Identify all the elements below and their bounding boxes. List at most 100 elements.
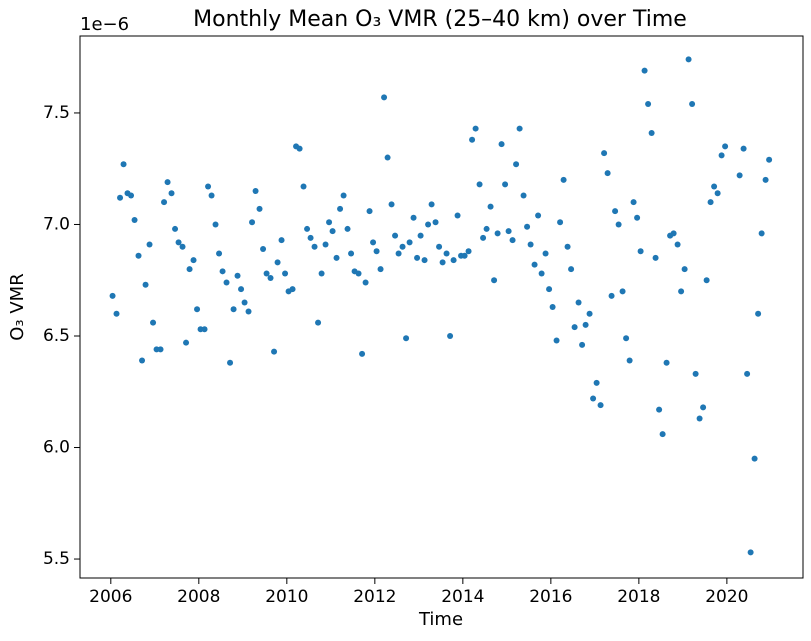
data-point xyxy=(146,241,153,248)
data-point xyxy=(128,192,135,199)
data-point xyxy=(502,181,509,188)
data-point xyxy=(348,250,355,257)
data-point xyxy=(366,208,373,215)
data-point xyxy=(307,234,314,241)
data-point xyxy=(498,141,505,148)
data-point xyxy=(274,259,281,266)
data-point xyxy=(509,237,516,244)
data-point xyxy=(230,306,237,313)
data-point xyxy=(333,254,340,261)
y-tick-label: 7.5 xyxy=(43,103,70,123)
data-point xyxy=(714,190,721,197)
data-point xyxy=(619,288,626,295)
data-point xyxy=(755,310,762,317)
data-point xyxy=(641,67,648,74)
data-point xyxy=(505,228,512,235)
data-point xyxy=(564,243,571,250)
data-point xyxy=(117,194,124,201)
data-point xyxy=(593,379,600,386)
data-point xyxy=(428,201,435,208)
data-point xyxy=(421,257,428,264)
data-point xyxy=(190,257,197,264)
data-point xyxy=(179,243,186,250)
data-point xyxy=(311,243,318,250)
data-point xyxy=(487,203,494,210)
data-point xyxy=(300,183,307,190)
data-point xyxy=(135,252,142,259)
data-point xyxy=(494,230,501,237)
data-point xyxy=(157,346,164,353)
data-point xyxy=(612,208,619,215)
data-point xyxy=(659,431,666,438)
data-point xyxy=(450,257,457,264)
data-point xyxy=(414,254,421,261)
data-point xyxy=(227,359,234,366)
data-point xyxy=(758,230,765,237)
data-point xyxy=(747,549,754,556)
data-point xyxy=(527,241,534,248)
data-point xyxy=(436,243,443,250)
data-point xyxy=(194,306,201,313)
y-axis-label: O₃ VMR xyxy=(7,273,28,340)
data-point xyxy=(131,217,138,224)
data-point xyxy=(183,339,190,346)
data-point xyxy=(260,246,267,253)
data-point xyxy=(703,277,710,284)
data-point xyxy=(337,205,344,212)
data-point xyxy=(711,183,718,190)
data-point xyxy=(384,154,391,161)
x-axis-label: Time xyxy=(418,609,463,630)
data-point xyxy=(597,402,604,409)
data-point xyxy=(370,239,377,246)
data-point xyxy=(296,145,303,152)
data-point xyxy=(120,161,127,168)
y-multiplier: 1e−6 xyxy=(80,14,129,35)
data-point xyxy=(637,248,644,255)
data-point xyxy=(615,221,622,228)
data-point xyxy=(245,308,252,315)
data-point xyxy=(634,214,641,221)
data-point xyxy=(663,359,670,366)
data-point xyxy=(329,228,336,235)
x-tick-label: 2008 xyxy=(177,587,220,607)
data-point xyxy=(219,268,226,275)
data-point xyxy=(678,288,685,295)
data-point xyxy=(359,350,366,357)
data-point xyxy=(472,125,479,132)
data-point xyxy=(252,188,259,195)
data-point xyxy=(535,212,542,219)
plot-frame xyxy=(79,35,804,579)
data-point xyxy=(630,199,637,206)
data-point xyxy=(601,150,608,157)
data-point xyxy=(454,212,461,219)
data-point xyxy=(513,161,520,168)
x-tick-label: 2006 xyxy=(89,587,132,607)
data-point xyxy=(656,406,663,413)
data-point xyxy=(586,310,593,317)
data-point xyxy=(289,286,296,293)
data-point xyxy=(542,250,549,257)
data-point xyxy=(205,183,212,190)
data-point xyxy=(447,332,454,339)
data-point xyxy=(751,455,758,462)
data-point xyxy=(139,357,146,364)
data-point xyxy=(344,225,351,232)
data-point xyxy=(168,190,175,197)
x-tick-label: 2014 xyxy=(441,587,484,607)
data-point xyxy=(480,234,487,241)
data-point xyxy=(744,370,751,377)
data-point xyxy=(689,101,696,108)
data-point xyxy=(520,192,527,199)
data-point xyxy=(377,266,384,273)
data-point xyxy=(406,239,413,246)
data-point xyxy=(652,254,659,261)
data-point xyxy=(465,248,472,255)
data-point xyxy=(491,277,498,284)
data-point xyxy=(318,270,325,277)
data-point xyxy=(718,152,725,159)
data-point xyxy=(560,176,567,183)
data-point xyxy=(681,266,688,273)
data-point xyxy=(645,101,652,108)
data-point xyxy=(648,130,655,137)
data-point xyxy=(340,192,347,199)
